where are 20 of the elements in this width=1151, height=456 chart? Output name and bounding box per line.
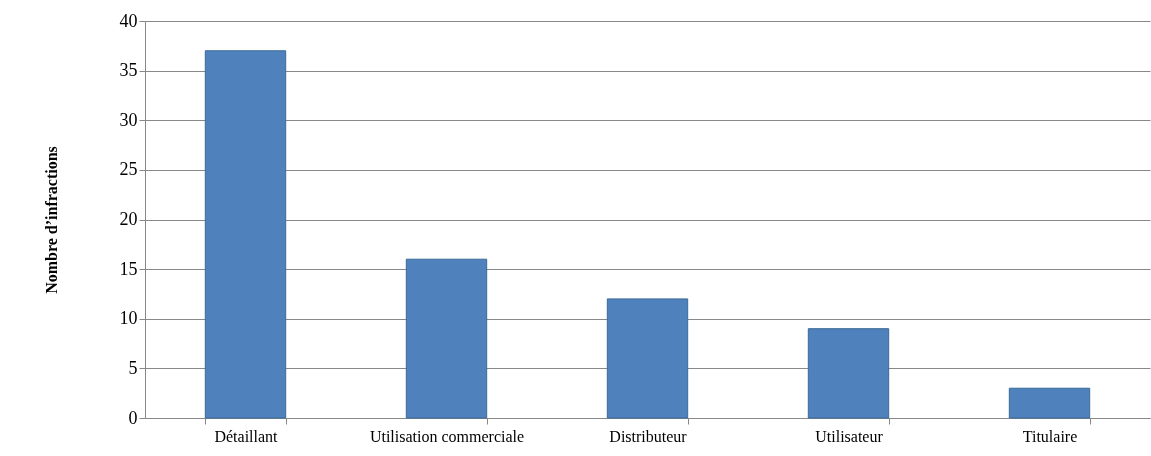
y-axis-title: Nombre d’infractions <box>42 146 60 294</box>
x-tick-label: Titulaire <box>1022 427 1078 445</box>
y-tick-label: 5 <box>128 357 138 378</box>
y-tick-label: 0 <box>128 407 138 428</box>
x-tick-label: Utilisation commerciale <box>369 427 525 445</box>
x-tick-label: Distributeur <box>609 427 688 445</box>
bar <box>606 298 689 419</box>
bar <box>405 258 488 419</box>
y-tick-label: 25 <box>119 159 138 180</box>
bar <box>204 50 287 419</box>
bar <box>807 328 890 419</box>
y-tick-label: 35 <box>119 60 138 81</box>
y-tick-label: 40 <box>119 10 138 31</box>
x-tick-label: Détaillant <box>214 427 279 445</box>
y-tick-label: 30 <box>119 109 138 130</box>
x-tick-label: Utilisateur <box>815 427 884 445</box>
y-tick-label: 15 <box>119 258 138 279</box>
y-tick-label: 20 <box>119 209 138 229</box>
y-tick-label: 10 <box>119 308 138 329</box>
bar <box>1008 387 1091 419</box>
